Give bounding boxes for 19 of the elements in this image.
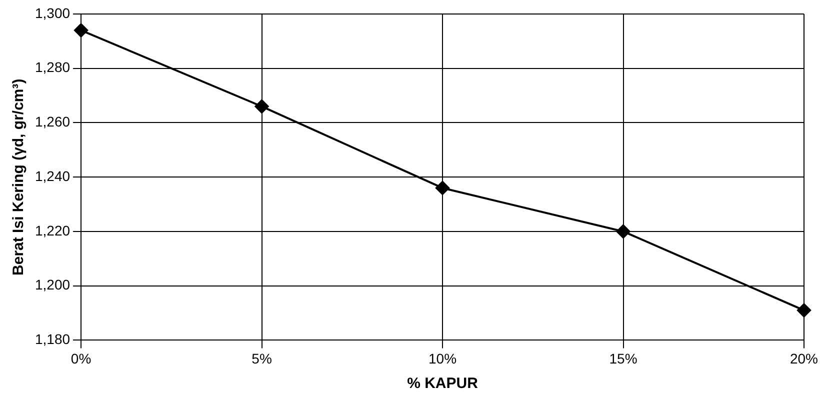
y-tick-label: 1,240 <box>34 168 70 184</box>
y-tick-label: 1,200 <box>34 276 70 293</box>
y-tick-label: 1,280 <box>34 59 70 76</box>
point <box>74 23 88 38</box>
y-axis-title: Berat Isi Kering (γd, gr/cm³) <box>10 78 28 276</box>
x-tick-label: 5% <box>252 350 272 366</box>
y-tick-label: 1,300 <box>34 4 70 21</box>
x-tick-label: 10% <box>428 350 457 366</box>
x-tick-label: 15% <box>609 350 638 366</box>
point <box>436 180 450 195</box>
point <box>254 99 269 114</box>
y-tick-label: 1,180 <box>34 331 70 348</box>
x-axis-title: % KAPUR <box>407 375 478 392</box>
point <box>797 303 811 318</box>
x-tick-label: 0% <box>70 350 92 366</box>
x-tick-label: 20% <box>790 350 818 366</box>
y-tick-label: 1,260 <box>34 114 70 130</box>
point <box>616 224 630 238</box>
y-tick-label: 1,220 <box>34 222 70 238</box>
